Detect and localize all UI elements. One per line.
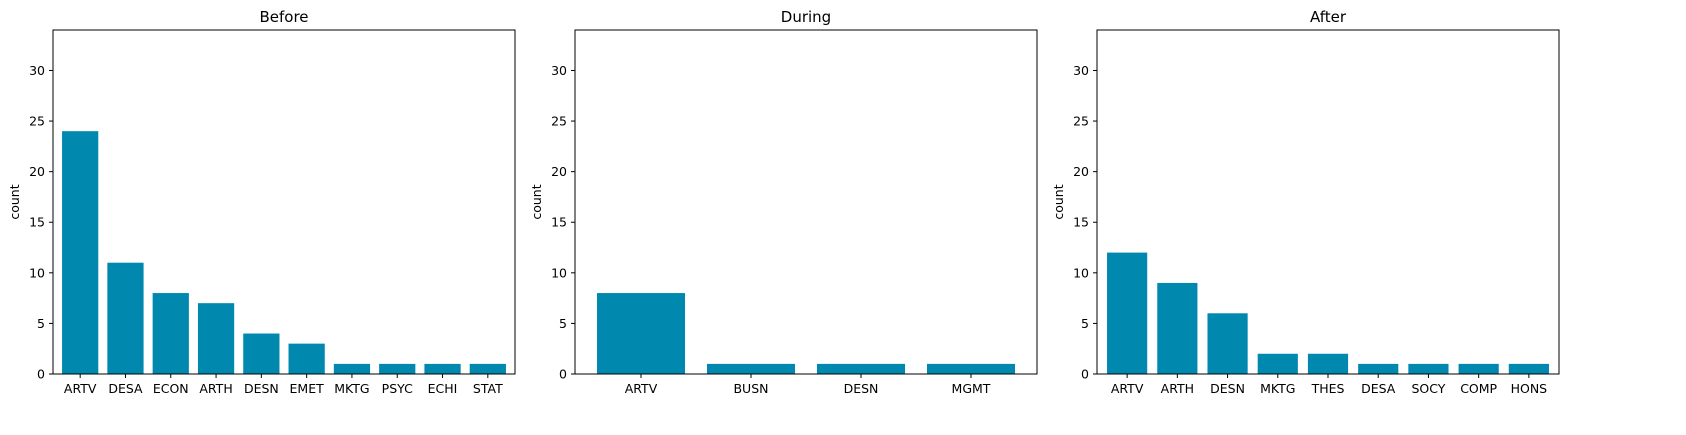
bar-artv xyxy=(1107,252,1148,374)
x-tick-label: MGMT xyxy=(952,381,991,396)
y-tick-label: 10 xyxy=(551,265,567,280)
bar-socy xyxy=(1408,363,1449,374)
y-tick-label: 20 xyxy=(551,164,567,179)
bar-hons xyxy=(1508,363,1549,374)
y-axis-label: count xyxy=(7,184,22,219)
chart-panel-0: Before 0 5 10 15 20 25 30 ARTV DESA ECON ARTH DESN EM… xyxy=(7,8,516,396)
bar-busn xyxy=(707,363,795,374)
bar-emet xyxy=(288,343,325,374)
bar-psyc xyxy=(379,363,416,374)
x-tick-label: STAT xyxy=(473,381,503,396)
bar-mgmt xyxy=(927,363,1015,374)
bar-desn xyxy=(243,333,280,374)
y-tick-label: 0 xyxy=(559,367,567,382)
y-axis-label: count xyxy=(1051,184,1066,219)
y-tick-label: 0 xyxy=(37,367,45,382)
bar-mktg xyxy=(333,363,371,374)
bar-thes xyxy=(1307,353,1349,374)
y-tick-label: 25 xyxy=(29,114,45,129)
x-tick-label: ECHI xyxy=(428,381,458,396)
y-tick-label: 5 xyxy=(37,316,45,331)
x-tick-label: ARTV xyxy=(1111,381,1144,396)
x-tick-label: MKTG xyxy=(334,381,369,396)
y-tick-label: 15 xyxy=(551,215,567,230)
bar-echi xyxy=(424,363,461,374)
y-tick-label: 25 xyxy=(1073,114,1089,129)
x-tick-label: MKTG xyxy=(1260,381,1295,396)
x-tick-label: DESA xyxy=(1361,381,1396,396)
bar-econ xyxy=(152,293,189,374)
bar-desn xyxy=(1207,313,1248,374)
chart-panel-2: After 0 5 10 15 20 25 30 ARTV ARTH DESN MKTG THES DES… xyxy=(1051,8,1560,396)
y-tick-label: 5 xyxy=(1081,316,1089,331)
y-tick-label: 10 xyxy=(29,265,45,280)
x-tick-label: BUSN xyxy=(733,381,768,396)
chart-title: After xyxy=(1310,8,1347,26)
axes-frame xyxy=(574,29,1038,375)
y-tick-label: 5 xyxy=(559,316,567,331)
y-tick-label: 30 xyxy=(551,63,567,78)
bar-artv xyxy=(62,131,99,374)
y-tick-label: 30 xyxy=(29,63,45,78)
bar-arth xyxy=(197,303,235,374)
x-tick-label: COMP xyxy=(1460,381,1497,396)
y-axis-label: count xyxy=(529,184,544,219)
bar-desa xyxy=(1358,363,1399,374)
x-tick-label: EMET xyxy=(290,381,325,396)
bar-arth xyxy=(1157,282,1198,374)
y-tick-label: 20 xyxy=(1073,164,1089,179)
axes-frame xyxy=(52,29,516,375)
y-tick-label: 0 xyxy=(1081,367,1089,382)
bar-desn xyxy=(817,363,905,374)
y-tick-label: 25 xyxy=(551,114,567,129)
x-tick-label: DESN xyxy=(244,381,279,396)
y-tick-label: 20 xyxy=(29,164,45,179)
x-tick-label: THES xyxy=(1311,381,1345,396)
x-tick-label: DESA xyxy=(108,381,143,396)
y-tick-label: 15 xyxy=(29,215,45,230)
x-tick-label: ECON xyxy=(153,381,189,396)
x-tick-label: ARTH xyxy=(1161,381,1194,396)
chart-panel-1: During 0 5 10 15 20 25 30 ARTV BUSN DESN MGMT count xyxy=(529,8,1038,396)
x-tick-label: PSYC xyxy=(382,381,413,396)
x-tick-label: DESN xyxy=(844,381,879,396)
x-tick-label: SOCY xyxy=(1411,381,1445,396)
bar-artv xyxy=(597,293,685,374)
x-tick-label: ARTV xyxy=(64,381,97,396)
bar-mktg xyxy=(1257,353,1298,374)
y-tick-label: 15 xyxy=(1073,215,1089,230)
x-tick-label: ARTV xyxy=(625,381,658,396)
chart-title: Before xyxy=(259,8,308,26)
bar-comp xyxy=(1458,363,1499,374)
bar-desa xyxy=(107,262,144,374)
x-tick-label: ARTH xyxy=(199,381,232,396)
y-tick-label: 10 xyxy=(1073,265,1089,280)
y-tick-label: 30 xyxy=(1073,63,1089,78)
x-tick-label: DESN xyxy=(1210,381,1245,396)
bar-stat xyxy=(469,363,506,374)
chart-title: During xyxy=(781,8,831,26)
x-tick-label: HONS xyxy=(1511,381,1548,396)
